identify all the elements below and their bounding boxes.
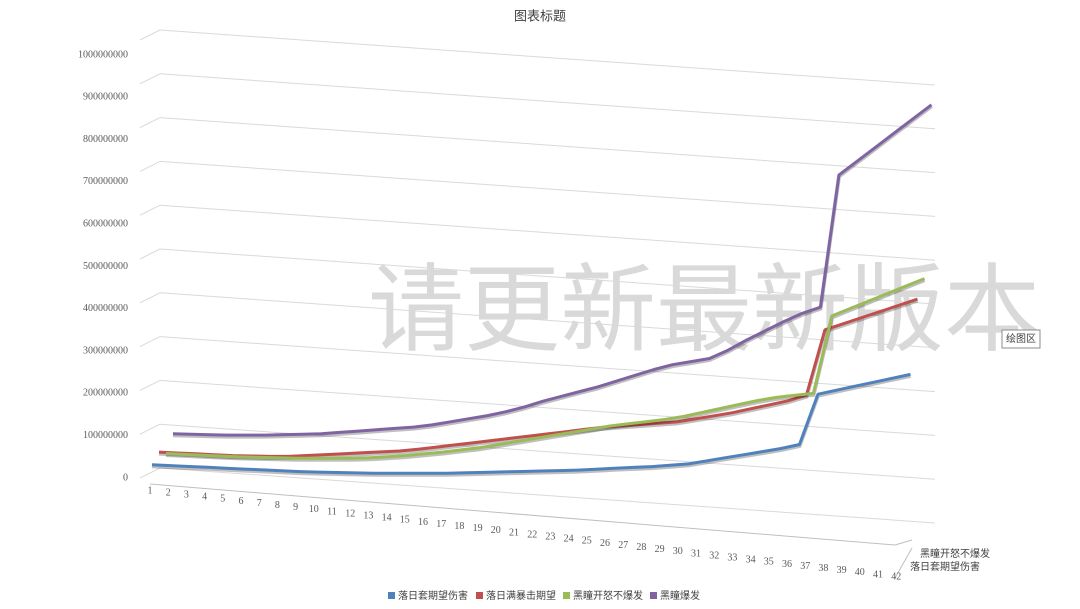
x-tick-label: 26 (600, 538, 610, 549)
x-tick-label: 39 (837, 565, 847, 576)
series-line (165, 277, 926, 460)
x-tick-label: 3 (184, 489, 189, 500)
x-tick-label: 8 (275, 500, 280, 511)
y-tick-label: 0 (123, 472, 128, 483)
y-tick-label: 600000000 (83, 218, 128, 229)
grid-line (159, 292, 936, 349)
x-tick-label: 33 (727, 552, 737, 563)
x-tick-label: 30 (673, 546, 683, 557)
x-tick-label: 24 (564, 534, 574, 545)
x-tick-label: 42 (891, 571, 901, 582)
x-tick-label: 34 (746, 555, 756, 566)
legend-swatch (388, 592, 395, 599)
x-tick-label: 19 (473, 523, 483, 534)
x-tick-label: 10 (309, 504, 319, 515)
x-tick-label: 7 (257, 498, 262, 509)
depth-label: 落日套期望伤害 (910, 560, 980, 573)
x-tick-label: 29 (655, 544, 665, 555)
grid-line (139, 423, 161, 435)
x-tick-label: 17 (436, 519, 446, 530)
grid-line (159, 29, 936, 86)
depth-axis (894, 539, 913, 546)
x-tick-label: 27 (618, 540, 628, 551)
y-tick-label: 900000000 (83, 92, 128, 103)
grid-line (159, 467, 936, 524)
x-tick-label: 4 (202, 492, 207, 503)
tooltip-box (1001, 329, 1041, 349)
grid-line (139, 467, 161, 479)
legend-swatch (650, 592, 657, 599)
series-line (172, 103, 933, 437)
legend-label: 黑瞳爆发 (660, 589, 700, 602)
grid-line (159, 248, 936, 305)
x-tick-label: 14 (382, 513, 392, 524)
x-tick-label: 5 (220, 494, 225, 505)
x-tick-label: 40 (855, 567, 865, 578)
y-tick-label: 1000000000 (78, 49, 128, 60)
x-tick-label: 9 (293, 502, 298, 513)
legend-label: 落日满暴击期望 (486, 589, 556, 602)
grid-line (139, 160, 161, 172)
y-tick-label: 100000000 (83, 430, 128, 441)
x-tick-label: 38 (818, 563, 828, 574)
depth-label: 黑瞳开怒不爆发 (920, 547, 990, 560)
grid-line (139, 379, 161, 391)
grid-line (159, 73, 936, 130)
grid-line (159, 117, 936, 174)
depth-axis (894, 547, 913, 579)
tooltip: 绘图区 (1006, 332, 1036, 345)
x-tick-label: 2 (166, 487, 171, 498)
grid-line (139, 204, 161, 216)
grid-line (139, 29, 161, 41)
legend-swatch (563, 592, 570, 599)
chart-title: 图表标题 (514, 10, 566, 25)
x-tick-label: 23 (545, 531, 555, 542)
x-tick-label: 6 (239, 496, 244, 507)
x-tick-label: 36 (782, 559, 792, 570)
series-line (158, 297, 918, 458)
x-tick-label: 12 (345, 508, 355, 519)
x-tick-label: 41 (873, 569, 883, 580)
y-tick-label: 400000000 (83, 303, 128, 314)
grid-line (139, 292, 161, 304)
grid-line (139, 336, 161, 348)
grid-line (159, 160, 936, 217)
x-tick-label: 25 (582, 536, 592, 547)
x-tick-label: 31 (691, 548, 701, 559)
x-tick-label: 18 (454, 521, 464, 532)
grid-line (159, 204, 936, 261)
x-tick-label: 32 (709, 550, 719, 561)
x-tick-label: 35 (764, 557, 774, 568)
grid-line (159, 336, 936, 393)
y-tick-label: 500000000 (83, 261, 128, 272)
x-tick-label: 1 (148, 485, 153, 496)
grid-line (159, 379, 936, 436)
x-tick-label: 11 (327, 506, 337, 517)
y-tick-label: 800000000 (83, 134, 128, 145)
grid-line (139, 73, 161, 85)
y-tick-label: 300000000 (83, 345, 128, 356)
x-tick-label: 15 (400, 515, 410, 526)
x-tick-label: 21 (509, 527, 519, 538)
series-line (151, 372, 911, 475)
x-tick-label: 16 (418, 517, 428, 528)
grid-line (139, 117, 161, 129)
category-axis (149, 483, 896, 546)
x-tick-label: 13 (363, 510, 373, 521)
x-tick-label: 37 (800, 561, 810, 572)
x-tick-label: 28 (636, 542, 646, 553)
legend-label: 黑瞳开怒不爆发 (573, 589, 643, 602)
y-tick-label: 200000000 (83, 388, 128, 399)
x-tick-label: 22 (527, 529, 537, 540)
x-tick-label: 20 (491, 525, 501, 536)
legend-label: 落日套期望伤害 (398, 589, 468, 602)
y-tick-label: 700000000 (83, 176, 128, 187)
grid-line (139, 248, 161, 260)
legend-swatch (476, 592, 483, 599)
